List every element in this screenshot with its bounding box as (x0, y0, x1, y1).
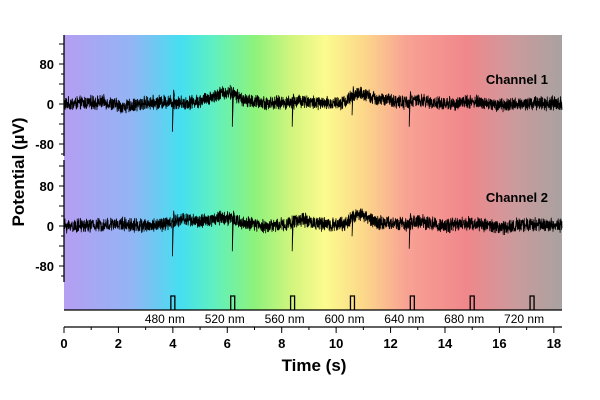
channel-1-label: Channel 1 (486, 72, 548, 87)
x-tick-label: 12 (383, 336, 397, 351)
stimulus-pulse (230, 295, 236, 310)
x-tick-label: 10 (329, 336, 343, 351)
x-tick-label: 18 (547, 336, 561, 351)
stimulus-axis (64, 295, 562, 311)
x-tick-label: 4 (169, 336, 177, 351)
stimulus-pulse (170, 295, 176, 310)
stimulus-pulse (409, 295, 415, 310)
stimulus-labels: 480 nm 520 nm 560 nm 600 nm 640 nm 680 nm 720 … (145, 312, 544, 326)
x-tick-labels: 0 2 4 6 8 10 12 14 16 18 (60, 336, 561, 351)
traces (63, 84, 563, 257)
channel-2-label: Channel 2 (486, 190, 548, 205)
y-axis-title: Potential (µV) (9, 118, 28, 227)
x-tick-label: 0 (60, 336, 67, 351)
stimulus-wavelength-label: 560 nm (265, 312, 305, 326)
x-tick-label: 2 (115, 336, 122, 351)
stimulus-wavelength-label: 680 nm (444, 312, 484, 326)
stimulus-wavelength-label: 600 nm (324, 312, 364, 326)
stimulus-wavelength-label: 720 nm (504, 312, 544, 326)
y-tick-label: 80 (40, 179, 54, 194)
stimulus-pulse (529, 295, 535, 310)
y-axis-channel-1: 80 0 -80 (35, 35, 65, 156)
stimulus-wavelength-label: 520 nm (205, 312, 245, 326)
stimulus-wavelength-label: 480 nm (145, 312, 185, 326)
x-tick-label: 8 (278, 336, 285, 351)
trace-channel-2 (63, 208, 563, 257)
x-tick-label: 6 (224, 336, 231, 351)
y-tick-label: 0 (47, 219, 54, 234)
stimulus-pulse (469, 295, 475, 310)
x-tick-label: 14 (438, 336, 453, 351)
trace-channel-1 (63, 84, 563, 132)
y-axis-channel-2: 80 0 -80 (35, 160, 65, 282)
x-axis (63, 326, 562, 333)
x-tick-label: 16 (492, 336, 506, 351)
spectrum-background (64, 35, 562, 310)
x-axis-title: Time (s) (282, 356, 347, 375)
stimulus-pulse (349, 295, 356, 310)
stimulus-pulse (289, 295, 296, 310)
y-tick-label: 0 (47, 97, 54, 112)
y-tick-label: 80 (40, 57, 54, 72)
stimulus-wavelength-label: 640 nm (384, 312, 424, 326)
y-tick-label: -80 (35, 137, 54, 152)
y-tick-label: -80 (35, 259, 54, 274)
